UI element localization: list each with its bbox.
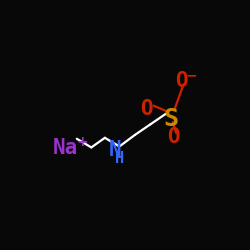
Text: N: N [109,140,122,160]
Text: O: O [140,99,153,119]
Text: S: S [163,106,178,130]
Text: H: H [115,151,124,166]
Text: O: O [167,127,180,147]
Text: −: − [185,69,197,83]
Text: Na: Na [52,138,78,158]
Text: O: O [175,71,188,91]
Text: +: + [77,135,88,149]
